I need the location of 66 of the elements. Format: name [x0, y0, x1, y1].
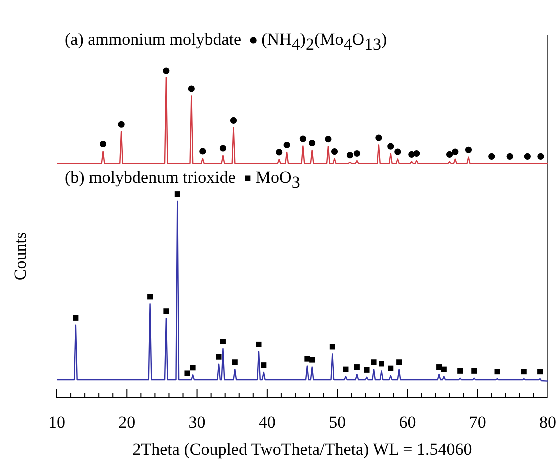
annotation: (b) molybdenum trioxide [65, 168, 236, 187]
x-tick-label: 10 [48, 413, 66, 432]
point [284, 142, 290, 149]
point [216, 354, 222, 360]
point [331, 148, 338, 156]
text: (a) ammonium molybdate [65, 30, 242, 49]
point [148, 294, 154, 300]
point [256, 342, 262, 348]
point [300, 136, 306, 142]
point [346, 152, 354, 159]
point [190, 365, 196, 371]
point [494, 369, 500, 375]
point [458, 368, 464, 374]
point [220, 339, 226, 344]
point [343, 366, 349, 372]
point [376, 134, 382, 142]
point [164, 308, 170, 314]
point [524, 153, 531, 160]
x-tick-label: 40 [258, 413, 276, 432]
point [100, 140, 107, 148]
point [276, 149, 283, 156]
point [354, 364, 360, 370]
point [174, 192, 180, 198]
point [261, 362, 267, 368]
point [188, 86, 195, 92]
point [472, 368, 478, 374]
point [309, 140, 316, 147]
point [232, 360, 238, 366]
point [200, 148, 206, 155]
point [538, 369, 544, 375]
point [388, 366, 394, 372]
point [506, 153, 514, 160]
point [371, 360, 377, 366]
point [220, 145, 227, 152]
point [446, 151, 454, 158]
point [488, 153, 496, 160]
x-tick-label: 50 [329, 413, 346, 432]
y-axis-title: Counts [11, 232, 30, 281]
point [441, 366, 447, 372]
x-tick-label: 30 [188, 413, 206, 432]
x-tick-label: 70 [469, 413, 486, 432]
point [310, 357, 316, 363]
point [414, 150, 420, 158]
x-tick-label: 20 [118, 413, 136, 432]
point [354, 150, 360, 158]
point [452, 148, 459, 156]
point [436, 364, 442, 370]
point [379, 361, 384, 367]
x-tick-label: 80 [540, 413, 556, 432]
x-tick-label: 60 [399, 413, 416, 432]
point [184, 370, 190, 376]
point [394, 148, 402, 156]
point [325, 136, 332, 143]
point [304, 356, 310, 362]
point [230, 117, 238, 124]
point [330, 344, 336, 350]
point [73, 315, 79, 321]
x-axis-title: 2Theta (Coupled TwoTheta/Theta) WL = 1.54060 [132, 440, 472, 459]
point [521, 369, 527, 375]
point [388, 143, 394, 150]
point [163, 68, 170, 74]
point [396, 360, 402, 366]
point [465, 146, 472, 154]
point [364, 367, 370, 373]
point [118, 121, 125, 128]
point [538, 153, 544, 160]
